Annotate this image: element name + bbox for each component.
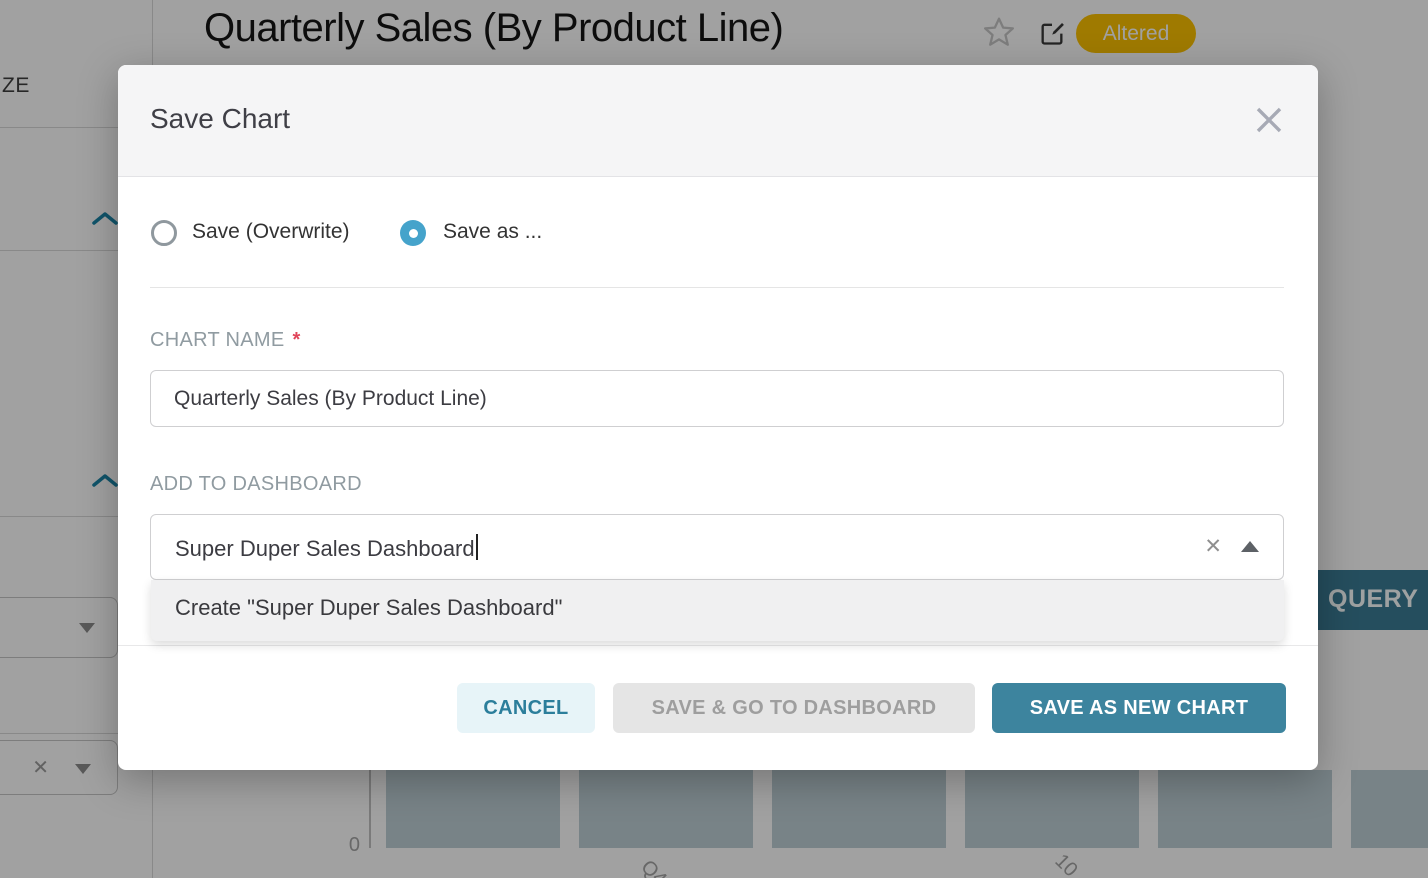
sidebar-tab-label-fragment[interactable]: ZE xyxy=(2,74,30,97)
radio-save-overwrite-label[interactable]: Save (Overwrite) xyxy=(192,220,350,243)
footer-divider xyxy=(118,645,1318,646)
chart-bar xyxy=(965,770,1139,848)
chart-y-zero-label: 0 xyxy=(348,834,360,856)
sidebar-select-control[interactable] xyxy=(0,597,118,658)
favorite-star-icon[interactable] xyxy=(984,17,1014,52)
run-query-button[interactable]: QUERY xyxy=(1298,570,1428,630)
chart-bar xyxy=(386,770,560,848)
cancel-button[interactable]: CANCEL xyxy=(457,683,595,733)
clear-x-icon[interactable]: ✕ xyxy=(32,757,49,779)
dashboard-combobox-value[interactable]: Super Duper Sales Dashboard xyxy=(175,534,478,562)
radio-selected-dot xyxy=(408,228,418,238)
radio-save-overwrite[interactable] xyxy=(151,220,177,246)
sidebar-section-line xyxy=(0,250,152,251)
radio-save-as-label[interactable]: Save as ... xyxy=(443,220,543,243)
collapse-chevron-icon[interactable] xyxy=(92,211,118,225)
close-icon[interactable] xyxy=(1254,105,1286,137)
modal-header: Save Chart xyxy=(118,65,1318,177)
caret-down-icon xyxy=(79,623,95,633)
save-go-dashboard-button[interactable]: SAVE & GO TO DASHBOARD xyxy=(613,683,975,733)
create-dashboard-option[interactable]: Create "Super Duper Sales Dashboard" xyxy=(175,595,563,620)
sidebar-select-control[interactable]: ✕ xyxy=(0,740,118,795)
chart-name-label-text: CHART NAME xyxy=(150,329,285,351)
sidebar-section-line xyxy=(0,127,152,128)
sidebar-section-line xyxy=(0,733,152,734)
required-asterisk: * xyxy=(292,329,301,351)
chart-y-axis xyxy=(369,770,371,848)
collapse-chevron-icon[interactable] xyxy=(92,473,118,487)
chart-page-title: Quarterly Sales (By Product Line) xyxy=(204,6,784,50)
dashboard-combobox-text: Super Duper Sales Dashboard xyxy=(175,536,475,561)
save-as-new-chart-button[interactable]: SAVE AS NEW CHART xyxy=(992,683,1286,733)
chart-bar xyxy=(1158,770,1332,848)
clear-selection-icon[interactable]: ✕ xyxy=(1204,535,1222,558)
chart-name-input[interactable] xyxy=(151,371,1283,426)
caret-down-icon xyxy=(75,764,91,774)
chart-name-label: CHART NAME * xyxy=(150,329,301,352)
add-to-dashboard-label-text: ADD TO DASHBOARD xyxy=(150,473,362,495)
altered-badge: Altered xyxy=(1076,14,1196,53)
sidebar-section-line xyxy=(0,516,152,517)
chart-bar xyxy=(579,770,753,848)
chart-name-field xyxy=(150,370,1284,427)
text-cursor xyxy=(475,534,478,560)
run-query-label: QUERY xyxy=(1328,585,1419,613)
radio-save-as[interactable] xyxy=(400,220,426,246)
dashboard-combobox[interactable]: Super Duper Sales Dashboard ✕ xyxy=(150,514,1284,580)
chevron-up-icon[interactable] xyxy=(1241,541,1259,552)
modal-title: Save Chart xyxy=(150,103,291,134)
chart-bar xyxy=(772,770,946,848)
save-chart-modal: Save Chart Save (Overwrite) Save as ... … xyxy=(118,65,1318,770)
dashboard-dropdown: Create "Super Duper Sales Dashboard" xyxy=(151,580,1284,641)
section-divider xyxy=(150,287,1284,288)
chart-bar xyxy=(1351,770,1428,848)
edit-pencil-icon[interactable] xyxy=(1038,19,1066,52)
add-to-dashboard-label: ADD TO DASHBOARD xyxy=(150,473,362,496)
